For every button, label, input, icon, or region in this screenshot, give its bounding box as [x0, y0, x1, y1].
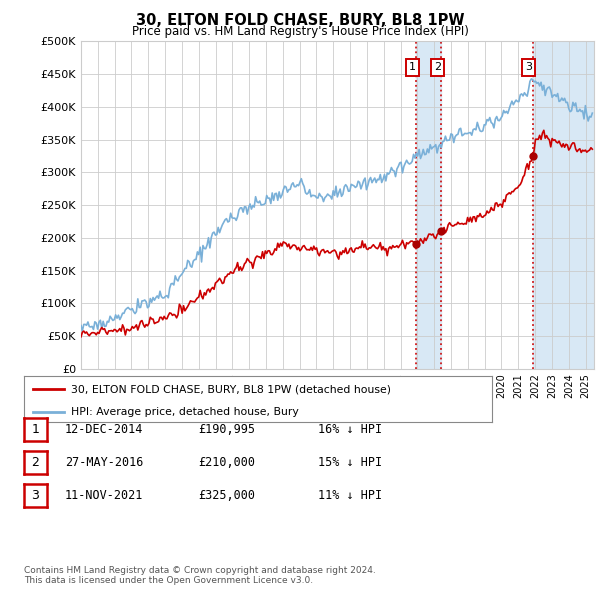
- Bar: [533, 41, 594, 369]
- Text: 30, ELTON FOLD CHASE, BURY, BL8 1PW (detached house): 30, ELTON FOLD CHASE, BURY, BL8 1PW (det…: [71, 384, 391, 394]
- Text: 1: 1: [409, 63, 416, 73]
- Text: Contains HM Land Registry data © Crown copyright and database right 2024.
This d: Contains HM Land Registry data © Crown c…: [24, 566, 376, 585]
- Text: £210,000: £210,000: [198, 456, 255, 469]
- Text: 16% ↓ HPI: 16% ↓ HPI: [318, 423, 382, 436]
- Text: £190,995: £190,995: [198, 423, 255, 436]
- Text: 12-DEC-2014: 12-DEC-2014: [65, 423, 143, 436]
- Text: 2: 2: [434, 63, 441, 73]
- Text: Price paid vs. HM Land Registry's House Price Index (HPI): Price paid vs. HM Land Registry's House …: [131, 25, 469, 38]
- Text: 11-NOV-2021: 11-NOV-2021: [65, 489, 143, 502]
- Text: 3: 3: [525, 63, 532, 73]
- Bar: [416, 41, 441, 369]
- Text: HPI: Average price, detached house, Bury: HPI: Average price, detached house, Bury: [71, 407, 299, 417]
- Text: 30, ELTON FOLD CHASE, BURY, BL8 1PW: 30, ELTON FOLD CHASE, BURY, BL8 1PW: [136, 13, 464, 28]
- Text: 2: 2: [31, 456, 40, 469]
- Text: 11% ↓ HPI: 11% ↓ HPI: [318, 489, 382, 502]
- Text: 1: 1: [31, 423, 40, 436]
- Text: 27-MAY-2016: 27-MAY-2016: [65, 456, 143, 469]
- Text: 3: 3: [31, 489, 40, 502]
- Text: £325,000: £325,000: [198, 489, 255, 502]
- Text: 15% ↓ HPI: 15% ↓ HPI: [318, 456, 382, 469]
